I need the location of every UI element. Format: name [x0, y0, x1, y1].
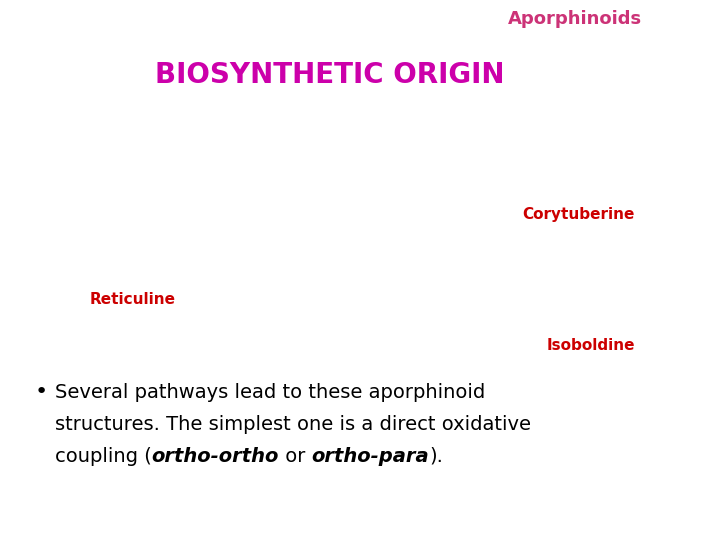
Text: •: • — [35, 382, 48, 402]
Text: BIOSYNTHETIC ORIGIN: BIOSYNTHETIC ORIGIN — [155, 61, 505, 89]
Text: structures. The simplest one is a direct oxidative: structures. The simplest one is a direct… — [55, 415, 531, 434]
Text: Isoboldine: Isoboldine — [546, 338, 635, 353]
Text: Reticuline: Reticuline — [90, 293, 176, 307]
Text: Aporphinoids: Aporphinoids — [508, 10, 642, 28]
Text: Corytuberine: Corytuberine — [523, 207, 635, 222]
Text: Several pathways lead to these aporphinoid: Several pathways lead to these aporphino… — [55, 382, 485, 402]
